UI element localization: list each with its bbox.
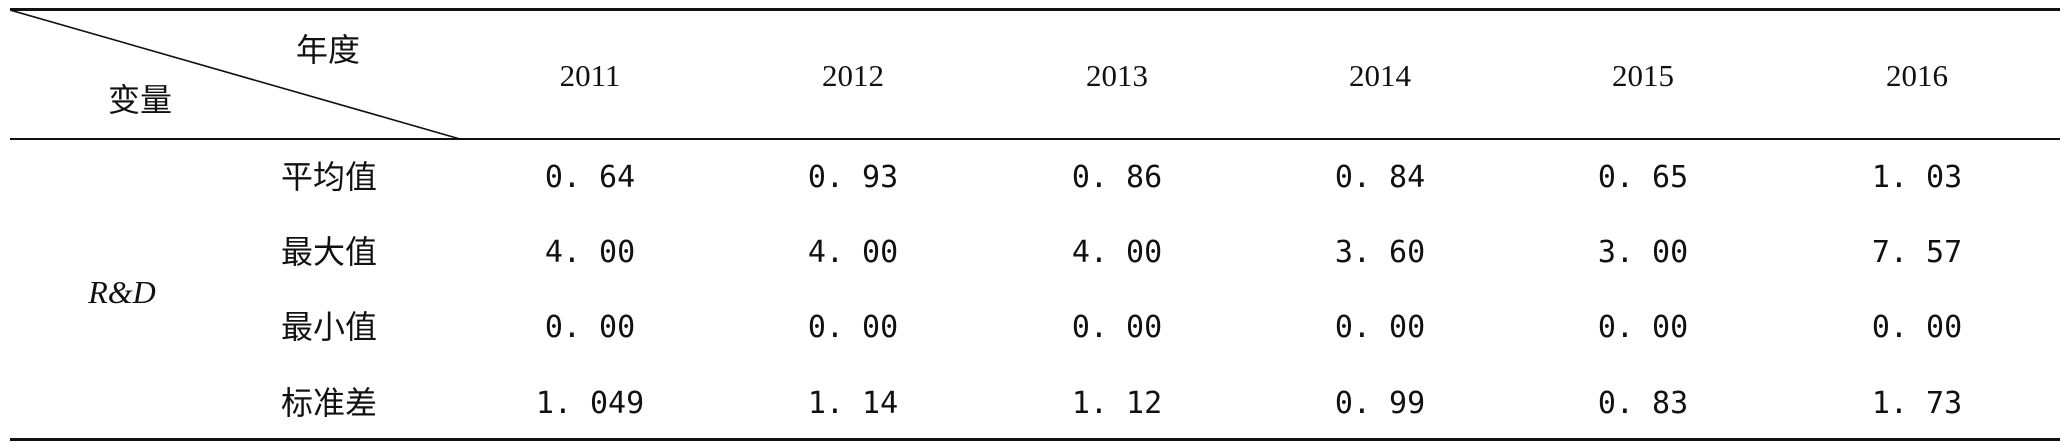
table-cell: 7. 57	[1871, 235, 1963, 270]
table-cell: 1. 12	[1071, 386, 1163, 421]
header-year-2016: 2016	[1886, 58, 1948, 93]
row-stat-label: 平均值	[280, 158, 378, 196]
table-cell: 4. 00	[807, 235, 899, 270]
table-bottom-rule	[10, 438, 2060, 441]
table-cell: 0. 84	[1334, 160, 1426, 195]
table-cell: 3. 60	[1334, 235, 1426, 270]
row-stat-label: 最小值	[280, 308, 378, 346]
header-variable-label: 变量	[107, 81, 173, 119]
table-cell: 1. 049	[535, 386, 645, 421]
table-cell: 0. 00	[1334, 310, 1426, 345]
header-year-label: 年度	[295, 31, 361, 69]
table-cell: 0. 00	[1071, 310, 1163, 345]
header-year-2012: 2012	[822, 58, 884, 93]
table-cell: 4. 00	[1071, 235, 1163, 270]
table-cell: 0. 00	[1871, 310, 1963, 345]
table-cell: 4. 00	[544, 235, 636, 270]
header-year-2014: 2014	[1349, 58, 1411, 93]
table-cell: 0. 65	[1597, 160, 1689, 195]
table-cell: 0. 64	[544, 160, 636, 195]
table-cell: 3. 00	[1597, 235, 1689, 270]
table-cell: 0. 83	[1597, 386, 1689, 421]
table-cell: 0. 93	[807, 160, 899, 195]
header-year-2011: 2011	[559, 58, 621, 93]
table-cell: 1. 73	[1871, 386, 1963, 421]
table-cell: 0. 00	[807, 310, 899, 345]
table-cell: 0. 99	[1334, 386, 1426, 421]
table-cell: 1. 03	[1871, 160, 1963, 195]
table-cell: 0. 00	[1597, 310, 1689, 345]
table-cell: 0. 00	[544, 310, 636, 345]
table-top-rule	[10, 8, 2060, 11]
row-group-variable: R&D	[88, 274, 156, 310]
table-cell: 1. 14	[807, 386, 899, 421]
header-year-2015: 2015	[1612, 58, 1674, 93]
table-header-rule	[10, 138, 2060, 140]
table-cell: 0. 86	[1071, 160, 1163, 195]
header-diagonal-divider	[10, 10, 461, 140]
row-stat-label: 标准差	[280, 384, 378, 422]
header-year-2013: 2013	[1086, 58, 1148, 93]
row-stat-label: 最大值	[280, 233, 378, 271]
